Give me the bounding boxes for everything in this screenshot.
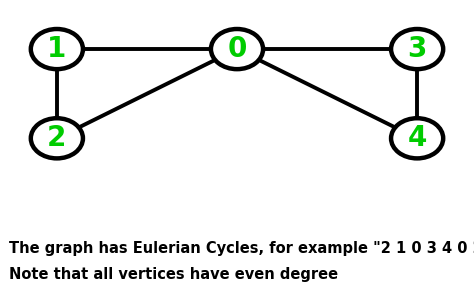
Ellipse shape	[31, 118, 83, 158]
Ellipse shape	[391, 118, 443, 158]
Text: 2: 2	[47, 124, 66, 152]
Text: Note that all vertices have even degree: Note that all vertices have even degree	[9, 267, 338, 282]
Text: 3: 3	[408, 35, 427, 63]
Text: 4: 4	[408, 124, 427, 152]
Text: 1: 1	[47, 35, 66, 63]
Ellipse shape	[31, 29, 83, 69]
Ellipse shape	[391, 29, 443, 69]
Text: The graph has Eulerian Cycles, for example "2 1 0 3 4 0 2": The graph has Eulerian Cycles, for examp…	[9, 241, 474, 256]
Text: 0: 0	[228, 35, 246, 63]
Ellipse shape	[211, 29, 263, 69]
